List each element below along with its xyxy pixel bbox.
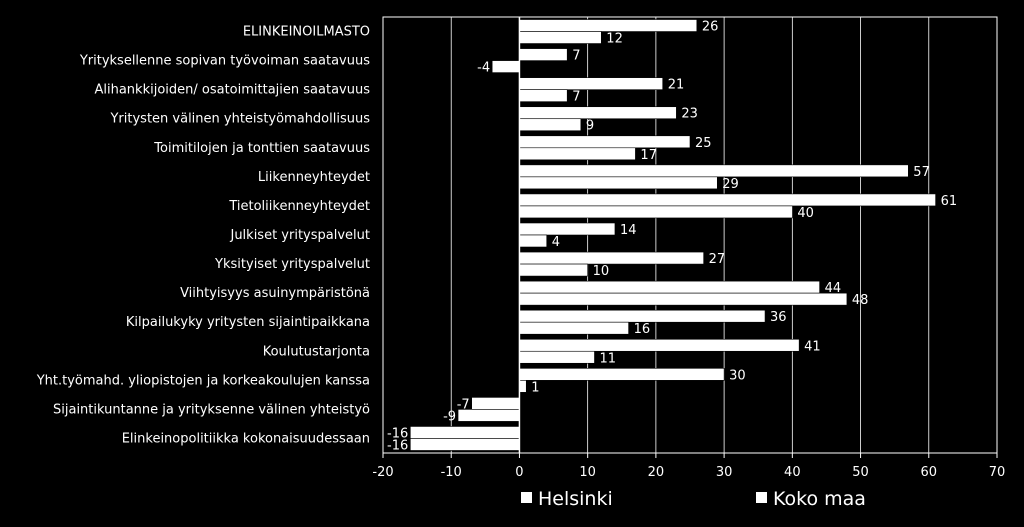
category-label: Toimitilojen ja tonttien saatavuus [153, 141, 370, 156]
bar-helsinki [471, 397, 520, 410]
data-label: 4 [552, 235, 560, 250]
bar-helsinki [519, 106, 677, 120]
bar-helsinki [519, 164, 909, 178]
data-label: 27 [709, 252, 726, 267]
bar-helsinki [519, 251, 704, 265]
data-label: 23 [681, 107, 698, 122]
category-label: ELINKEINOILMASTO [243, 25, 370, 40]
data-label: 7 [572, 49, 580, 64]
bar-koko-maa [519, 263, 588, 277]
bar-helsinki [519, 77, 664, 90]
bar-koko-maa [519, 89, 568, 102]
bar-koko-maa [519, 350, 595, 364]
data-label: 30 [729, 368, 746, 383]
legend-swatch [756, 492, 767, 503]
bar-helsinki [519, 193, 936, 207]
category-label: Yritysten välinen yhteistyömahdollisuus [109, 112, 370, 127]
data-label: -16 [387, 426, 408, 441]
bar-helsinki [519, 309, 766, 323]
bar-helsinki [519, 280, 820, 294]
bar-koko-maa [491, 60, 520, 73]
data-label: 10 [593, 264, 610, 279]
data-label: 14 [620, 223, 637, 238]
x-tick-label: 0 [515, 465, 523, 480]
bar-koko-maa [409, 438, 520, 451]
bar-helsinki [519, 135, 691, 149]
x-tick-label: 30 [716, 465, 733, 480]
data-label: 7 [572, 90, 580, 105]
x-tick-label: 70 [989, 465, 1006, 480]
bar-helsinki [519, 19, 698, 32]
category-label: Tietoliikenneyhteydet [228, 199, 370, 214]
bar-koko-maa [519, 292, 848, 306]
data-label: 12 [606, 32, 623, 47]
bar-helsinki [519, 48, 568, 61]
data-label: 16 [634, 322, 651, 337]
x-tick-label: -10 [441, 465, 462, 480]
bar-helsinki [519, 368, 725, 381]
data-label: 17 [640, 148, 657, 163]
data-label: 44 [825, 281, 842, 296]
bar-koko-maa [519, 380, 527, 393]
data-label: 36 [770, 310, 787, 325]
bar-helsinki [519, 338, 800, 352]
data-label: 26 [702, 20, 719, 35]
bar-koko-maa [519, 176, 718, 190]
data-label: 9 [586, 119, 594, 134]
legend-label: Helsinki [538, 488, 613, 510]
legend-label: Koko maa [773, 488, 866, 510]
x-tick-label: 50 [852, 465, 869, 480]
bar-koko-maa [519, 205, 793, 219]
category-label: Sijaintikuntanne ja yrityksenne välinen … [53, 402, 370, 417]
category-label: Viihtyisyys asuinympäristönä [180, 286, 370, 301]
category-label: Yksityiset yrityspalvelut [214, 257, 370, 272]
x-tick-label: 10 [579, 465, 596, 480]
data-label: 1 [531, 380, 539, 395]
x-tick-label: -20 [372, 465, 393, 480]
data-label: 29 [722, 177, 739, 192]
category-label: Elinkeinopolitiikka kokonaisuudessaan [122, 431, 370, 446]
category-label: Koulutustarjonta [263, 344, 370, 359]
bar-koko-maa [519, 31, 602, 44]
data-label: 41 [804, 339, 821, 354]
legend-swatch [521, 492, 532, 503]
data-label: -16 [387, 438, 408, 453]
plot-border [382, 16, 998, 454]
data-label: 61 [941, 194, 958, 209]
x-tick-label: 20 [648, 465, 665, 480]
bar-helsinki [519, 222, 616, 236]
data-label: 21 [668, 78, 685, 93]
bar-koko-maa [519, 321, 629, 335]
category-label: Liikenneyhteydet [258, 170, 370, 185]
data-label: 25 [695, 136, 712, 151]
x-tick-label: 40 [784, 465, 801, 480]
data-label: 11 [599, 351, 616, 366]
data-label: 40 [797, 206, 814, 221]
x-tick-label: 60 [921, 465, 938, 480]
category-label: Kilpailukyky yritysten sijaintipaikkana [126, 315, 370, 330]
data-label: -7 [457, 397, 470, 412]
data-label: -4 [477, 61, 490, 76]
category-label: Julkiset yrityspalvelut [229, 228, 370, 243]
data-label: 48 [852, 293, 869, 308]
bar-helsinki [409, 426, 520, 439]
data-label: 57 [913, 165, 930, 180]
category-label: Yht.työmahd. yliopistojen ja korkeakoulu… [36, 373, 370, 388]
bar-koko-maa [519, 147, 636, 161]
bar-koko-maa [519, 118, 582, 132]
bar-koko-maa [457, 409, 520, 422]
data-label: -9 [443, 409, 456, 424]
category-label: Alihankkijoiden/ osatoimittajien saatavu… [94, 83, 370, 98]
category-label: Yrityksellenne sopivan työvoiman saatavu… [79, 54, 370, 69]
bar-koko-maa [519, 234, 548, 248]
